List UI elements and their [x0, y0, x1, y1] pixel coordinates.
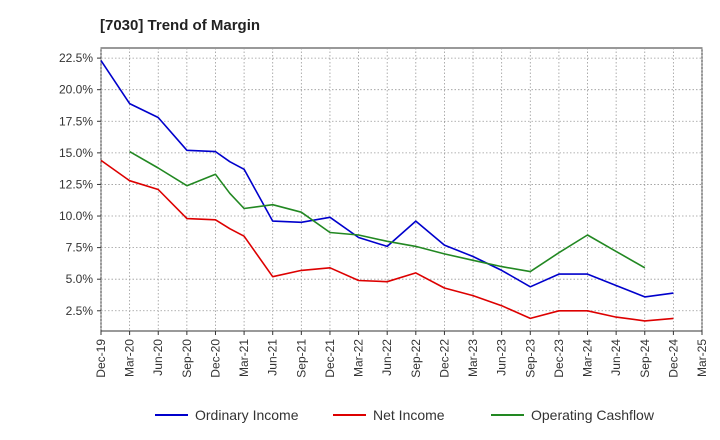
x-tick-label: Sep-22 — [409, 339, 423, 378]
x-tick-label: Sep-20 — [180, 339, 194, 378]
x-tick-label: Jun-24 — [609, 339, 623, 376]
y-tick-label: 20.0% — [59, 83, 93, 97]
series-line-net-income — [100, 159, 674, 322]
y-tick-label: 22.5% — [59, 51, 93, 65]
legend-label: Net Income — [373, 407, 445, 423]
y-axis: 2.5% 5.0% 7.5% 10.0% 12.5% 15.0% 17.5% 20.0% 22.… — [59, 51, 101, 318]
x-tick-label: Dec-22 — [437, 339, 451, 378]
grid-lines — [100, 48, 703, 331]
chart-title: [7030] Trend of Margin — [100, 17, 260, 34]
x-tick-label: Jun-21 — [266, 339, 280, 376]
x-tick-label: Dec-19 — [94, 339, 108, 378]
y-tick-label: 5.0% — [66, 272, 94, 286]
x-tick-label: Dec-20 — [208, 339, 222, 378]
x-axis: Dec-19 Mar-20 Jun-20 Sep-20 Dec-20 Mar-21 Jun-… — [94, 331, 709, 378]
series-layer — [100, 60, 674, 322]
series-line-ordinary-income — [100, 60, 674, 298]
x-tick-label: Sep-23 — [523, 339, 537, 378]
y-tick-label: 15.0% — [59, 146, 93, 160]
x-tick-label: Jun-23 — [495, 339, 509, 376]
x-tick-label: Mar-22 — [352, 339, 366, 377]
legend-label: Operating Cashflow — [531, 407, 655, 423]
y-tick-label: 17.5% — [59, 114, 93, 128]
x-tick-label: Dec-24 — [666, 339, 680, 378]
y-tick-label: 12.5% — [59, 177, 93, 191]
x-tick-label: Mar-20 — [123, 339, 137, 377]
x-tick-label: Dec-23 — [552, 339, 566, 378]
y-tick-label: 7.5% — [66, 241, 94, 255]
legend-label: Ordinary Income — [195, 407, 299, 423]
x-tick-label: Jun-20 — [151, 339, 165, 376]
x-tick-label: Jun-22 — [380, 339, 394, 376]
x-tick-label: Mar-23 — [466, 339, 480, 377]
x-tick-label: Dec-21 — [323, 339, 337, 378]
x-tick-label: Sep-24 — [638, 339, 652, 378]
y-tick-label: 10.0% — [59, 209, 93, 223]
series-line-operating-cashflow — [129, 150, 646, 273]
legend: Ordinary Income Net Income Operating Cashf… — [155, 407, 655, 423]
plot-area — [100, 47, 703, 332]
x-tick-label: Mar-24 — [581, 339, 595, 377]
x-tick-label: Mar-25 — [695, 339, 709, 377]
x-tick-label: Mar-21 — [237, 339, 251, 377]
y-tick-label: 2.5% — [66, 304, 94, 318]
x-tick-label: Sep-21 — [294, 339, 308, 378]
